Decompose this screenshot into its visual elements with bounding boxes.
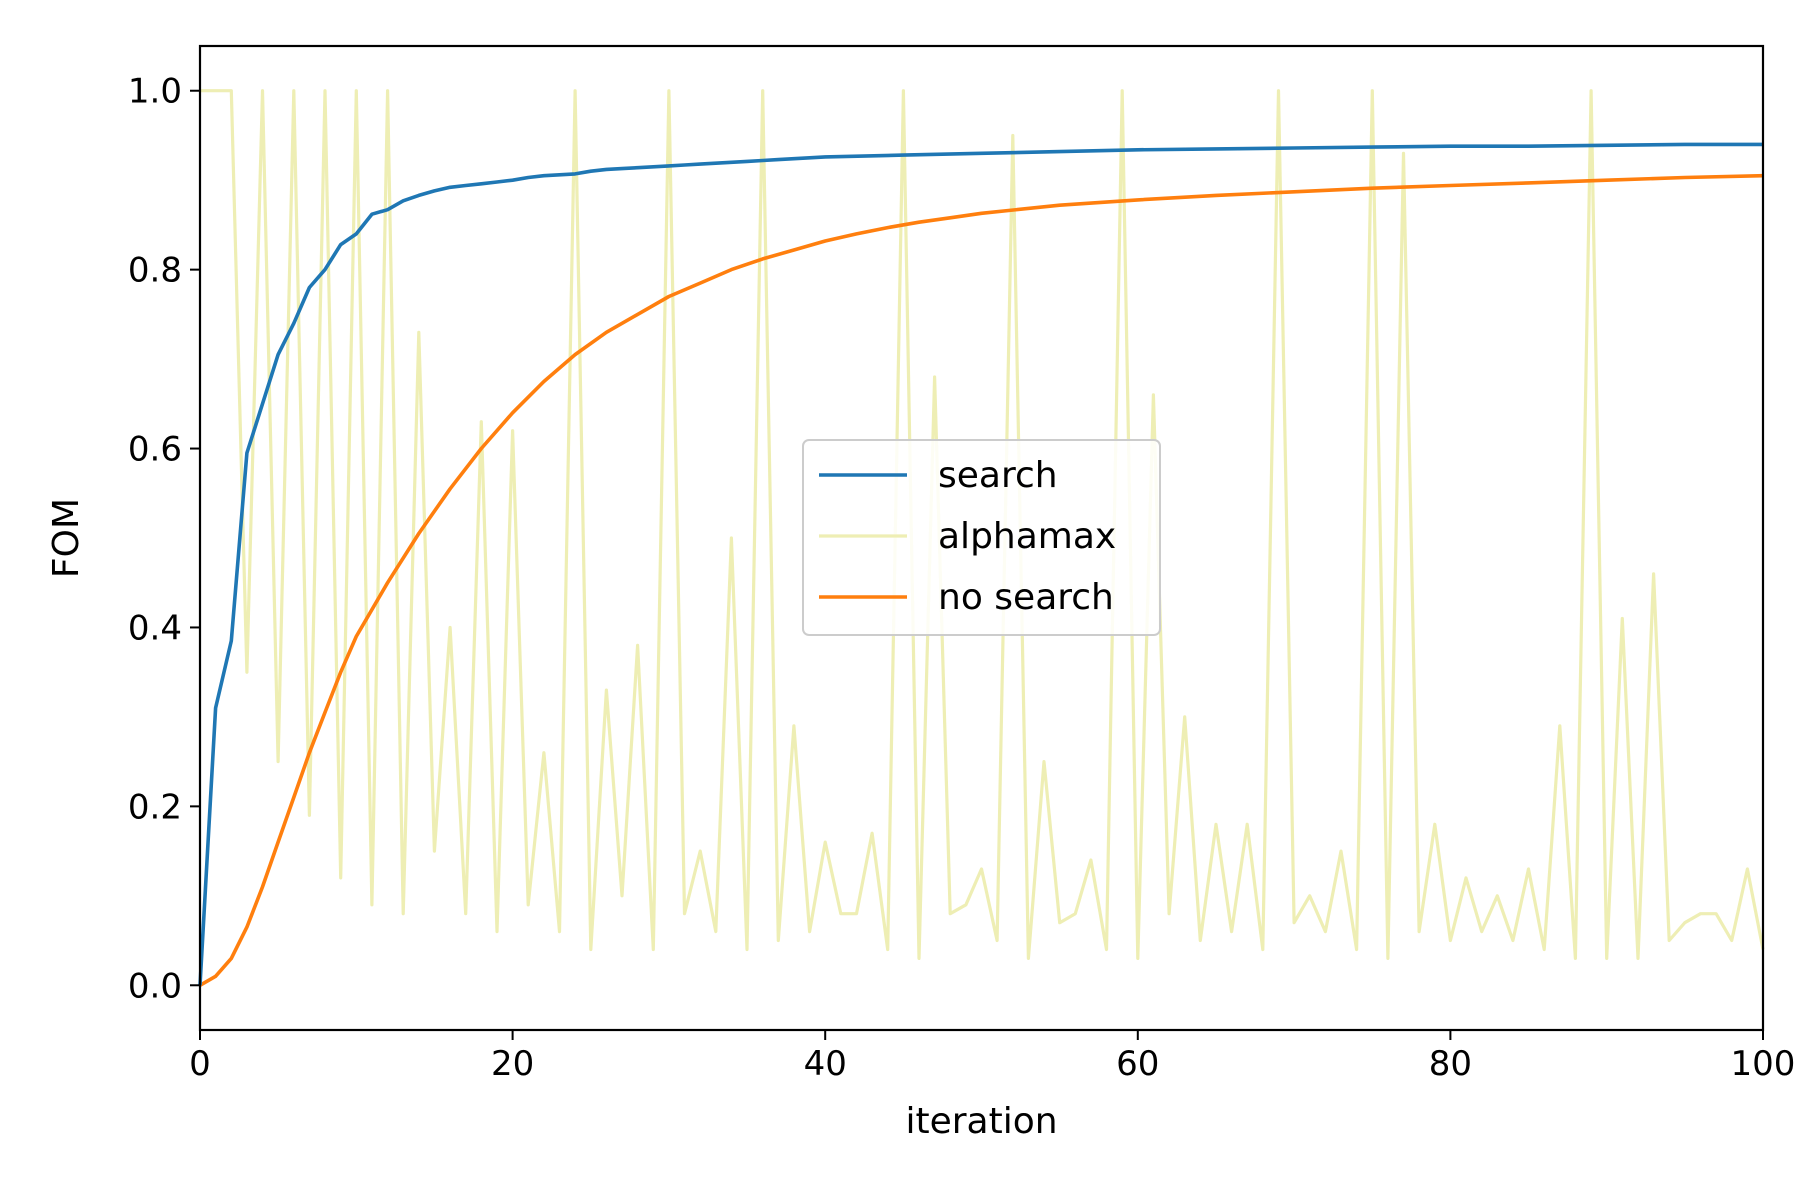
series-line-search [198,142,1763,986]
legend-box [802,439,1161,636]
legend-label: alphamax [938,516,1116,557]
y-tick-label: 0.2 [128,787,182,827]
legend-label: search [938,455,1058,496]
x-axis-label: iteration [905,1101,1057,1142]
series-layer [198,89,1765,987]
y-tick-label: 0.8 [128,251,182,291]
x-axis: 0 20 40 60 80 100 [189,1030,1795,1084]
x-tick-label: 100 [1731,1044,1796,1084]
y-tick-label: 0.4 [128,608,182,648]
x-tick-label: 60 [1116,1044,1159,1084]
y-tick-label: 0.0 [128,966,182,1006]
y-tick-label: 0.6 [128,430,182,470]
legend: search alphamax no search [802,439,1161,636]
x-tick-label: 0 [189,1044,211,1084]
x-tick-label: 40 [804,1044,847,1084]
plot-frame [198,44,1765,1032]
y-tick-label: 1.0 [128,72,182,112]
x-tick-label: 80 [1429,1044,1472,1084]
y-axis: 0.0 0.2 0.4 0.6 0.8 1.0 [128,72,200,1006]
x-tick-label: 20 [491,1044,534,1084]
y-axis-label: FOM [46,498,87,578]
series-line-no-search [199,173,1764,987]
legend-label: no search [938,577,1114,618]
series-line-alphamax [200,89,1765,961]
